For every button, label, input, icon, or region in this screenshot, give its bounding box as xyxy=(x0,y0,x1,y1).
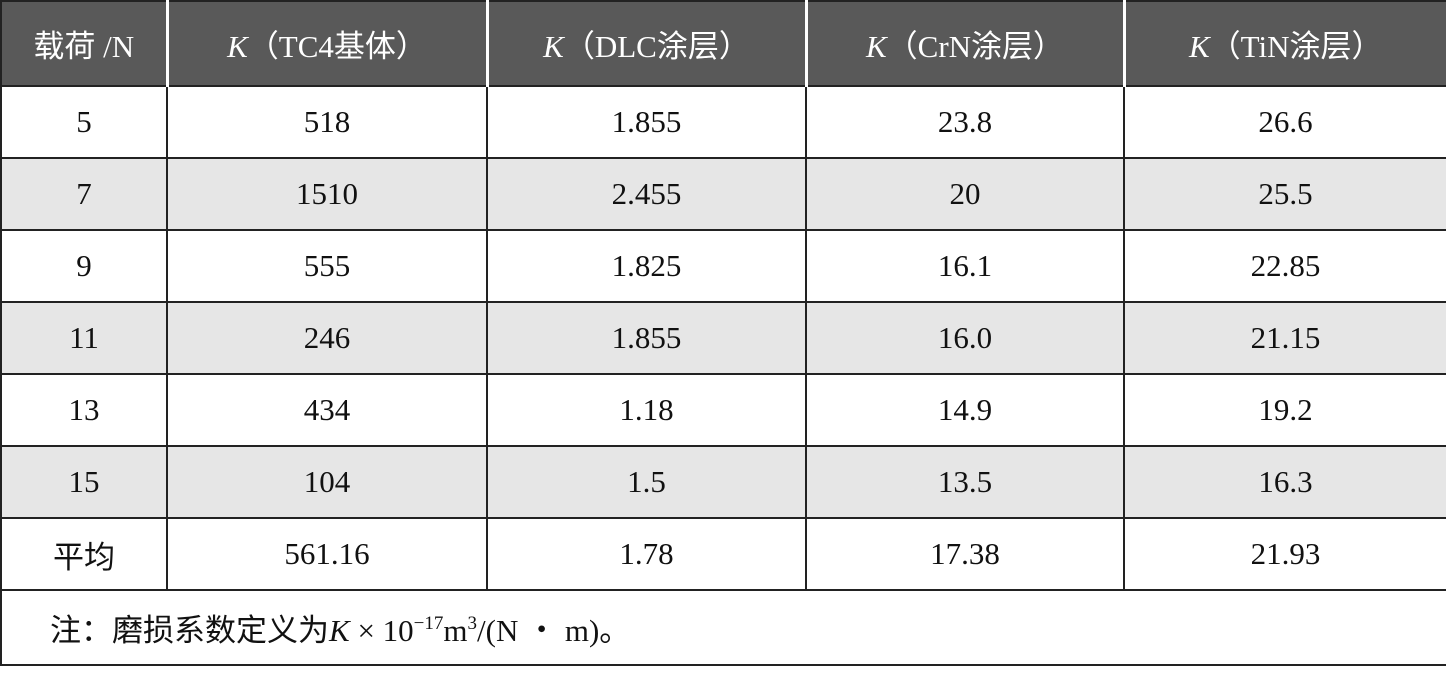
header-cell: K（TiN涂层） xyxy=(1122,0,1446,87)
table-cell: 1.18 xyxy=(486,373,807,447)
table-cell: 9 xyxy=(0,229,168,303)
table-cell: 25.5 xyxy=(1123,157,1446,231)
note: 注：磨损系数定义为K × 10−17m3/(N ・ m)。 xyxy=(0,589,1446,666)
header-symbol: K xyxy=(543,29,564,64)
table-cell: 22.85 xyxy=(1123,229,1446,303)
table-cell: 15 xyxy=(0,445,168,519)
table-cell: 26.6 xyxy=(1123,85,1446,159)
table-cell: 1.855 xyxy=(486,85,807,159)
table-cell: 104 xyxy=(166,445,488,519)
table-cell: 21.15 xyxy=(1123,301,1446,375)
table-cell: 1510 xyxy=(166,157,488,231)
table-cell: 246 xyxy=(166,301,488,375)
table-cell: 1.5 xyxy=(486,445,807,519)
table-row: 平均 561.16 1.78 17.38 21.93 xyxy=(0,517,1446,591)
note-symbol: K xyxy=(329,613,350,648)
table-cell: 13.5 xyxy=(805,445,1125,519)
header-symbol: K xyxy=(865,29,887,64)
note-operator: × xyxy=(349,613,383,648)
table-cell: 14.9 xyxy=(805,373,1125,447)
table-cell: 434 xyxy=(166,373,488,447)
header-symbol: K xyxy=(1188,29,1210,64)
note-unit-exponent: 3 xyxy=(467,613,478,634)
note-exponent: −17 xyxy=(413,613,444,634)
header-label: （TiN涂层） xyxy=(1209,29,1383,64)
header-label: 载荷 /N xyxy=(33,29,135,64)
table-cell: 555 xyxy=(166,229,488,303)
table-row: 13 434 1.18 14.9 19.2 xyxy=(0,373,1446,447)
table-cell: 23.8 xyxy=(805,85,1125,159)
table-cell: 5 xyxy=(0,85,168,159)
header-symbol: K xyxy=(227,29,248,64)
header-cell: K（TC4基体） xyxy=(165,0,489,87)
table-header: 载荷 /N K（TC4基体） K（DLC涂层） K（CrN涂层） K（TiN涂层） xyxy=(0,0,1446,87)
table-cell: 1.78 xyxy=(486,517,807,591)
table-cell: 518 xyxy=(166,85,488,159)
table-cell: 16.3 xyxy=(1123,445,1446,519)
table-cell: 13 xyxy=(0,373,168,447)
table-cell: 7 xyxy=(0,157,168,231)
header-label: （CrN涂层） xyxy=(886,29,1065,64)
table-cell: 21.93 xyxy=(1123,517,1446,591)
table-cell: 1.855 xyxy=(486,301,807,375)
header-label: （DLC涂层） xyxy=(563,29,750,64)
header-row: 载荷 /N K（TC4基体） K（DLC涂层） K（CrN涂层） K（TiN涂层） xyxy=(0,0,1446,87)
table-cell: 16.1 xyxy=(805,229,1125,303)
header-cell: K（DLC涂层） xyxy=(485,0,808,87)
table-cell: 1.825 xyxy=(486,229,807,303)
note-base: 10 xyxy=(382,613,414,648)
note-row: 注：磨损系数定义为K × 10−17m3/(N ・ m)。 xyxy=(0,589,1446,666)
table-row: 11 246 1.855 16.0 21.15 xyxy=(0,301,1446,375)
table-cell: 16.0 xyxy=(805,301,1125,375)
table-cell: 平均 xyxy=(0,517,168,591)
table-footer: 注：磨损系数定义为K × 10−17m3/(N ・ m)。 xyxy=(0,589,1446,666)
table-cell: 561.16 xyxy=(166,517,488,591)
header-cell: 载荷 /N xyxy=(0,0,169,87)
header-label: （TC4基体） xyxy=(247,29,427,64)
note-suffix: /(N ・ m)。 xyxy=(477,613,631,648)
table-cell: 2.455 xyxy=(486,157,807,231)
table-cell: 17.38 xyxy=(805,517,1125,591)
table-cell: 19.2 xyxy=(1123,373,1446,447)
header-cell: K（CrN涂层） xyxy=(804,0,1126,87)
table-cell: 11 xyxy=(0,301,168,375)
note-prefix: 注：磨损系数定义为 xyxy=(50,613,329,648)
table-row: 5 518 1.855 23.8 26.6 xyxy=(0,85,1446,159)
table-row: 7 1510 2.455 20 25.5 xyxy=(0,157,1446,231)
table-cell: 20 xyxy=(805,157,1125,231)
table-body: 5 518 1.855 23.8 26.6 7 1510 2.455 20 25.5 9 555 1.8… xyxy=(0,85,1446,591)
table-row: 9 555 1.825 16.1 22.85 xyxy=(0,229,1446,303)
table-row: 15 104 1.5 13.5 16.3 xyxy=(0,445,1446,519)
note-unit: m xyxy=(443,613,468,648)
